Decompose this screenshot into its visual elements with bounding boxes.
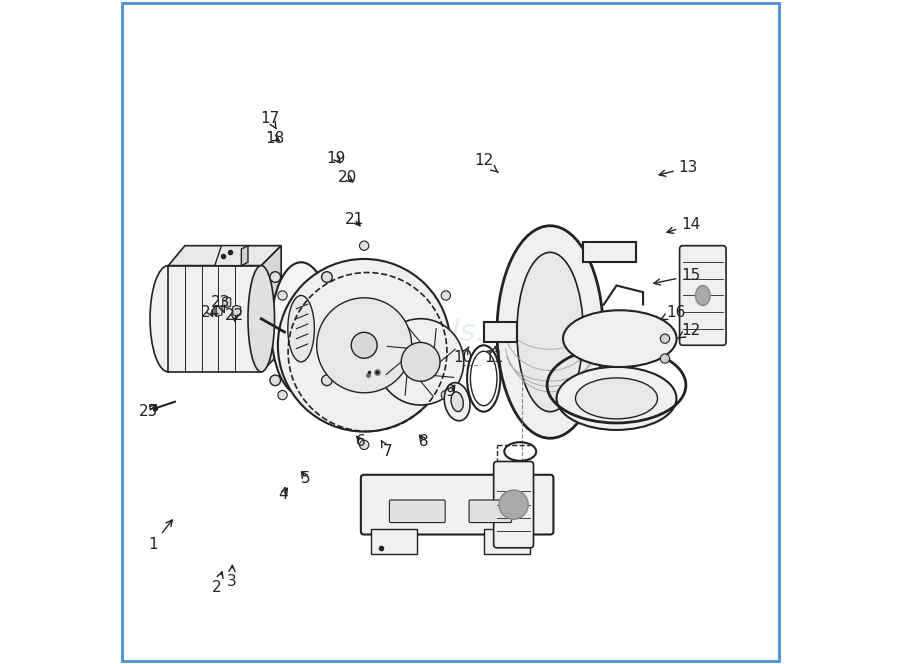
FancyBboxPatch shape	[679, 246, 726, 345]
Circle shape	[660, 354, 669, 363]
Circle shape	[322, 272, 332, 282]
Ellipse shape	[451, 392, 463, 412]
Polygon shape	[214, 305, 222, 316]
Circle shape	[660, 334, 669, 343]
Text: 23: 23	[211, 295, 230, 313]
FancyBboxPatch shape	[361, 475, 553, 535]
Text: 3: 3	[226, 566, 236, 588]
Text: 25: 25	[139, 404, 158, 419]
Text: 14: 14	[667, 217, 700, 233]
Text: 24: 24	[201, 305, 220, 319]
Ellipse shape	[576, 378, 658, 419]
FancyArrow shape	[583, 242, 636, 262]
Polygon shape	[168, 266, 261, 372]
Text: 2: 2	[212, 572, 223, 595]
FancyBboxPatch shape	[389, 500, 445, 523]
Circle shape	[322, 375, 332, 386]
Circle shape	[317, 298, 412, 393]
FancyBboxPatch shape	[484, 529, 530, 554]
Polygon shape	[214, 246, 248, 266]
Circle shape	[378, 319, 464, 405]
Circle shape	[441, 390, 450, 400]
Text: 11: 11	[484, 347, 504, 365]
Circle shape	[441, 291, 450, 300]
Text: 16: 16	[660, 305, 686, 319]
FancyBboxPatch shape	[371, 529, 417, 554]
Text: 22: 22	[225, 308, 244, 323]
Text: 17: 17	[260, 111, 279, 129]
Text: 10: 10	[453, 347, 472, 365]
Text: 7: 7	[381, 441, 392, 459]
Circle shape	[278, 390, 287, 400]
Ellipse shape	[517, 252, 583, 412]
Text: 4: 4	[278, 487, 288, 502]
Text: 9: 9	[446, 384, 455, 399]
Text: inYpools.com: inYpools.com	[350, 317, 551, 347]
Polygon shape	[232, 305, 241, 316]
Text: 18: 18	[265, 131, 284, 145]
Text: 19: 19	[326, 151, 346, 165]
Ellipse shape	[696, 286, 710, 305]
Text: 15: 15	[654, 268, 700, 285]
FancyBboxPatch shape	[469, 500, 512, 523]
Text: 12: 12	[474, 153, 498, 173]
Ellipse shape	[557, 367, 677, 430]
Polygon shape	[241, 246, 248, 266]
Circle shape	[499, 490, 528, 519]
Ellipse shape	[248, 266, 275, 372]
Ellipse shape	[563, 310, 677, 367]
Circle shape	[351, 333, 378, 359]
Polygon shape	[261, 246, 281, 372]
Ellipse shape	[497, 226, 604, 438]
Circle shape	[270, 375, 280, 386]
Text: 21: 21	[344, 212, 364, 226]
Text: 5: 5	[301, 471, 311, 485]
Ellipse shape	[150, 266, 187, 372]
Circle shape	[270, 272, 280, 282]
Text: 12: 12	[678, 323, 700, 338]
FancyArrow shape	[484, 322, 517, 342]
Circle shape	[278, 291, 287, 300]
Ellipse shape	[444, 382, 470, 421]
Ellipse shape	[271, 262, 331, 395]
Circle shape	[359, 241, 369, 250]
Circle shape	[359, 440, 369, 450]
Circle shape	[278, 259, 450, 432]
Text: 1: 1	[149, 520, 172, 552]
Text: 8: 8	[419, 434, 429, 449]
Circle shape	[401, 343, 440, 381]
Polygon shape	[223, 297, 231, 307]
Polygon shape	[168, 246, 281, 266]
FancyBboxPatch shape	[494, 461, 533, 548]
Text: 20: 20	[338, 171, 357, 185]
Ellipse shape	[287, 295, 314, 362]
Text: 6: 6	[356, 434, 366, 449]
Text: 13: 13	[660, 160, 698, 176]
